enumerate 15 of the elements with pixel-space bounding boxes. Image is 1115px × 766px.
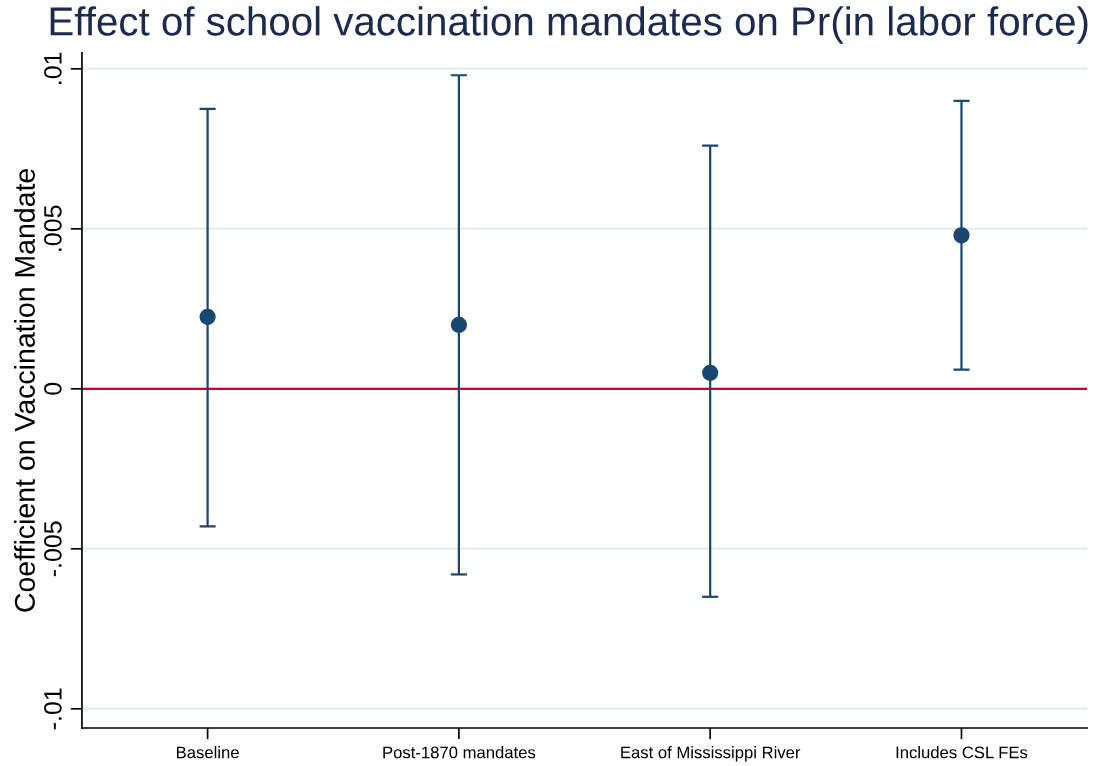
y-tick-label: .005 [44, 205, 62, 251]
y-axis-title: Coefficient on Vaccination Mandate [14, 169, 35, 612]
x-tick-label: East of Mississippi River [621, 746, 801, 762]
y-tick-label: -.01 [44, 688, 62, 730]
point [450, 316, 467, 333]
x-tick-label: Baseline [177, 746, 239, 759]
y-tick-label: .01 [44, 52, 62, 84]
point [702, 364, 719, 381]
x-tick-label: Includes CSL FEs [896, 746, 1028, 759]
chart-title: Effect of school vaccination mandates on Pr(in labor force) [50, 6, 1088, 44]
point [199, 308, 216, 325]
y-tick-label: -.005 [44, 521, 62, 577]
y-tick-label: 0 [44, 382, 62, 395]
point [953, 227, 970, 244]
x-tick-label: Post-1870 mandates [383, 746, 536, 759]
